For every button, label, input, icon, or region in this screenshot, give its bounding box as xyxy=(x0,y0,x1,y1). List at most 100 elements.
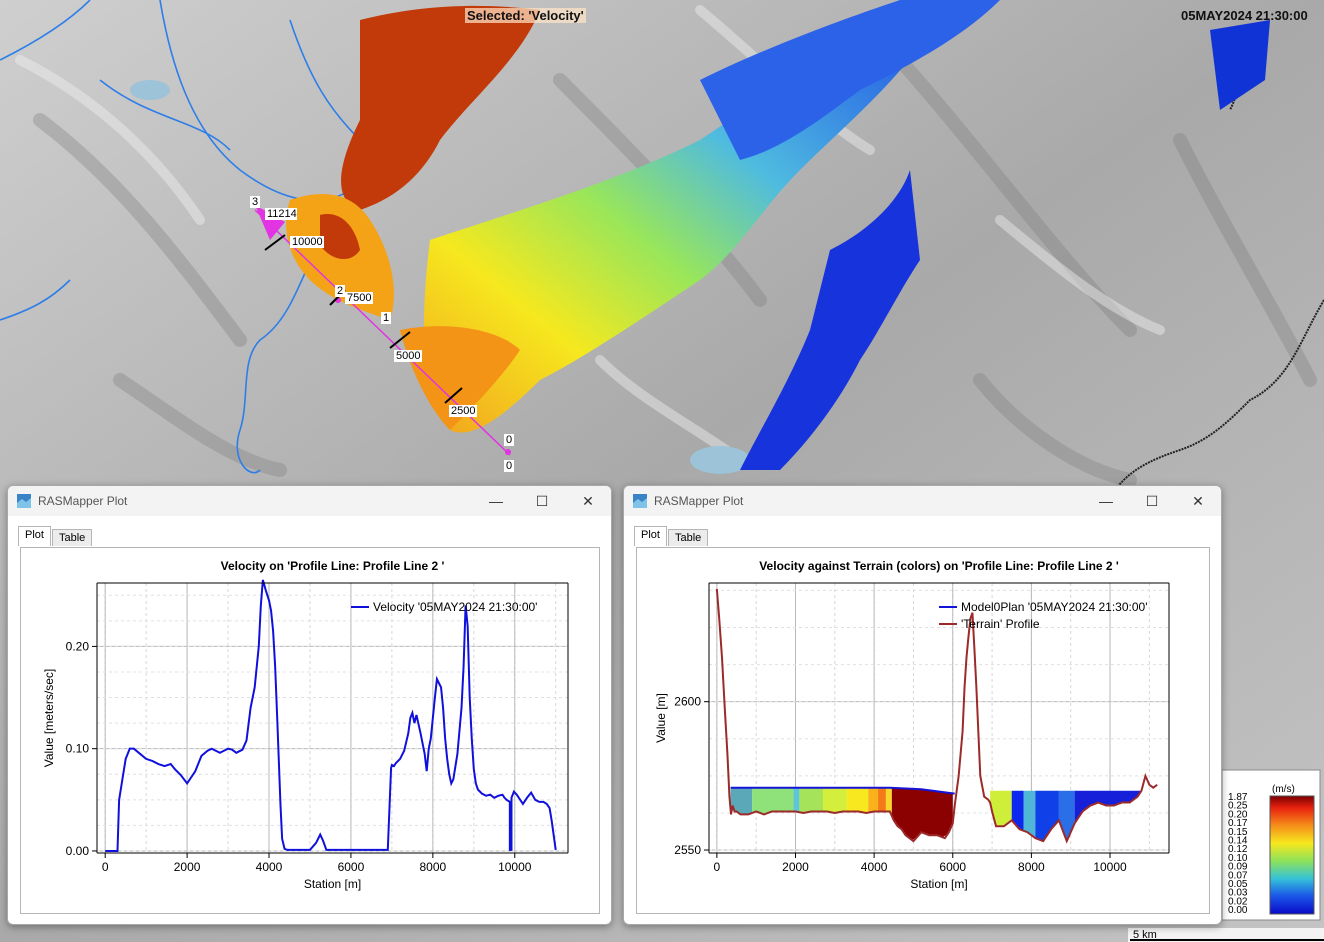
legend-entry: Model0Plan '05MAY2024 21:30:00' xyxy=(961,600,1148,614)
series-line xyxy=(105,579,557,852)
legend-value: 0.12 xyxy=(1228,844,1248,855)
velocity-color-band xyxy=(752,787,794,814)
legend-value: 0.02 xyxy=(1228,896,1248,907)
svg-text:2: 2 xyxy=(337,285,343,297)
velocity-legend: (m/s) 1.870.250.200.170.150.140.120.100.… xyxy=(1221,769,1321,921)
x-tick-label: 6000 xyxy=(939,860,966,874)
velocity-color-band xyxy=(846,787,869,813)
series-line xyxy=(730,786,955,795)
legend-unit: (m/s) xyxy=(1272,784,1295,795)
tab-plot[interactable]: Plot xyxy=(634,526,667,546)
svg-text:10000: 10000 xyxy=(292,236,323,248)
legend-value: 0.25 xyxy=(1228,801,1248,812)
profile-marker-label: 0 xyxy=(504,434,514,446)
legend-value: 0.05 xyxy=(1228,879,1248,890)
legend-entry: Velocity '05MAY2024 21:30:00' xyxy=(373,600,537,614)
svg-text:11214: 11214 xyxy=(267,208,297,220)
profile-marker-label: 2500 xyxy=(449,405,477,417)
legend-value: 0.20 xyxy=(1228,809,1248,820)
close-button[interactable]: ✕ xyxy=(1192,492,1204,509)
velocity-color-band xyxy=(891,787,953,841)
y-axis-label: Value [meters/sec] xyxy=(42,669,56,767)
scale-bar: 5 km xyxy=(1128,928,1324,942)
svg-text:0: 0 xyxy=(506,460,512,472)
legend-value: 0.03 xyxy=(1228,888,1248,899)
y-tick-label: 0.00 xyxy=(66,844,90,858)
minimize-button[interactable]: — xyxy=(489,493,503,509)
legend-value: 0.17 xyxy=(1228,818,1248,829)
x-tick-label: 10000 xyxy=(498,860,532,874)
velocity-color-band xyxy=(793,787,800,813)
y-tick-label: 0.20 xyxy=(66,639,90,653)
chart-title: Velocity on 'Profile Line: Profile Line … xyxy=(221,559,445,573)
velocity-color-band xyxy=(1058,790,1075,842)
x-tick-label: 0 xyxy=(102,860,109,874)
svg-text:1: 1 xyxy=(383,312,389,324)
rasmapper-app-icon xyxy=(633,494,647,508)
velocity-color-band xyxy=(878,787,886,812)
window-title: RASMapper Plot xyxy=(38,494,128,508)
velocity-color-band xyxy=(990,790,1012,827)
profile-marker-label: 7500 xyxy=(345,292,373,304)
x-tick-label: 6000 xyxy=(338,860,365,874)
tab-table[interactable]: Table xyxy=(667,529,709,546)
x-axis-label: Station [m] xyxy=(910,877,967,891)
maximize-button[interactable]: ☐ xyxy=(1145,492,1159,509)
velocity-color-band xyxy=(868,787,879,813)
profile-marker-label: 1 xyxy=(381,312,391,324)
legend-value: 0.07 xyxy=(1228,870,1248,881)
rasmapper-plot-window-terrain[interactable]: RASMapper Plot — ☐ ✕ Plot Table Velocity… xyxy=(623,485,1222,925)
velocity-color-band xyxy=(1035,790,1059,842)
profile-marker-label: 3 xyxy=(250,196,260,208)
legend-entry: 'Terrain' Profile xyxy=(961,617,1040,631)
velocity-color-band xyxy=(1023,790,1036,839)
minimize-button[interactable]: — xyxy=(1099,493,1113,509)
chart-title: Velocity against Terrain (colors) on 'Pr… xyxy=(759,559,1119,573)
x-tick-label: 4000 xyxy=(861,860,888,874)
rasmapper-app-icon xyxy=(17,494,31,508)
y-tick-label: 2600 xyxy=(674,695,701,709)
y-axis-label: Value [m] xyxy=(654,693,668,743)
profile-marker-label: 5000 xyxy=(394,350,422,362)
rasmapper-plot-window-velocity[interactable]: RASMapper Plot — ☐ ✕ Plot Table Velocity… xyxy=(7,485,612,925)
x-tick-label: 2000 xyxy=(782,860,809,874)
x-tick-label: 8000 xyxy=(1018,860,1045,874)
velocity-color-band xyxy=(730,787,753,815)
velocity-color-band xyxy=(823,787,847,813)
legend-value: 0.00 xyxy=(1228,905,1248,916)
legend-value: 0.10 xyxy=(1228,853,1248,864)
selected-layer-label: Selected: 'Velocity' xyxy=(465,8,586,23)
x-tick-label: 8000 xyxy=(419,860,446,874)
x-tick-label: 0 xyxy=(714,860,721,874)
maximize-button[interactable]: ☐ xyxy=(535,492,549,509)
x-tick-label: 10000 xyxy=(1093,860,1127,874)
window-title: RASMapper Plot xyxy=(654,494,744,508)
tab-plot[interactable]: Plot xyxy=(18,526,51,546)
legend-value: 1.87 xyxy=(1228,792,1248,803)
velocity-terrain-chart[interactable]: Velocity against Terrain (colors) on 'Pr… xyxy=(637,548,1209,913)
velocity-color-band xyxy=(1074,790,1142,824)
x-axis-label: Station [m] xyxy=(304,877,361,891)
profile-marker-label: 11214 xyxy=(265,208,297,220)
close-button[interactable]: ✕ xyxy=(582,492,594,509)
velocity-color-band xyxy=(1011,790,1024,831)
legend-value: 0.15 xyxy=(1228,827,1248,838)
profile-marker-label: 10000 xyxy=(290,236,324,248)
profile-start-marker xyxy=(255,205,285,240)
svg-text:0: 0 xyxy=(506,434,512,446)
svg-text:2500: 2500 xyxy=(451,405,475,417)
velocity-chart[interactable]: Velocity on 'Profile Line: Profile Line … xyxy=(21,548,599,913)
profile-marker-label: 0 xyxy=(504,460,514,472)
legend-value: 0.09 xyxy=(1228,862,1248,873)
tab-table[interactable]: Table xyxy=(51,529,93,546)
scale-bar-label: 5 km xyxy=(1133,929,1157,941)
legend-value: 0.14 xyxy=(1228,836,1248,847)
y-tick-label: 0.10 xyxy=(66,742,90,756)
svg-text:5000: 5000 xyxy=(396,350,420,362)
x-tick-label: 2000 xyxy=(174,860,201,874)
profile-marker-label: 2 xyxy=(335,285,345,297)
svg-text:7500: 7500 xyxy=(347,292,371,304)
window-titlebar[interactable]: RASMapper Plot — ☐ ✕ xyxy=(624,486,1221,516)
window-titlebar[interactable]: RASMapper Plot — ☐ ✕ xyxy=(8,486,611,516)
svg-text:3: 3 xyxy=(252,196,258,208)
